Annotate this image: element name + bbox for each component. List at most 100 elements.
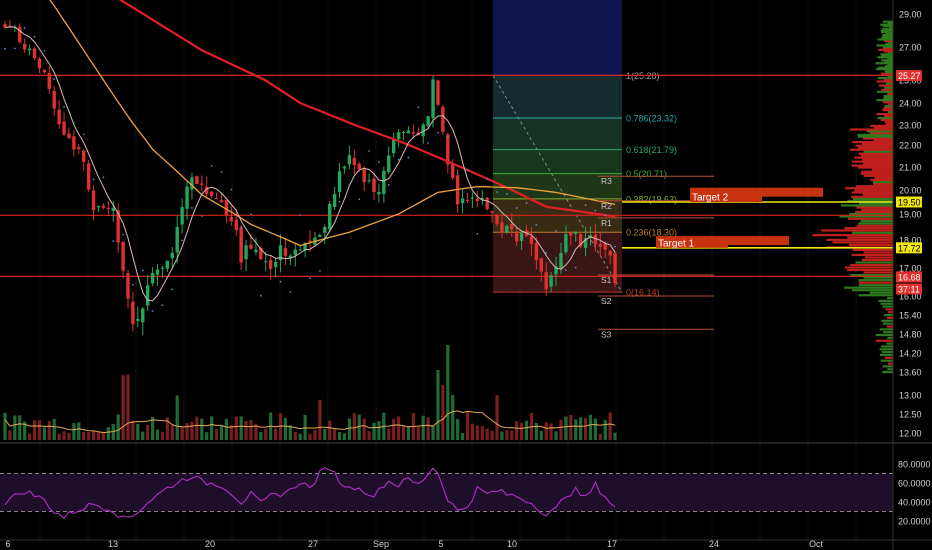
candle-body — [209, 191, 214, 196]
profile-bar — [847, 236, 893, 239]
volume-bar — [495, 395, 499, 440]
profile-bar — [888, 26, 893, 29]
candle-body — [357, 163, 361, 169]
fib-level-label: 0(16.14) — [626, 288, 660, 298]
parabolic-sar-dot — [417, 106, 420, 109]
profile-bar — [875, 333, 893, 337]
target-label-box[interactable] — [656, 237, 728, 248]
candle-body — [205, 186, 209, 195]
parabolic-sar-dot — [318, 270, 321, 272]
volume-bar — [579, 417, 583, 440]
price-tick-label: 15.40 — [899, 311, 922, 321]
candle-body — [136, 318, 140, 321]
candle-body — [47, 73, 51, 90]
candle-body — [249, 244, 253, 249]
volume-bar — [406, 427, 411, 440]
fib-zone-extension — [493, 0, 622, 76]
parabolic-sar-dot — [397, 158, 400, 161]
price-tag-label: 25.27 — [898, 71, 921, 81]
candle-body — [490, 211, 494, 213]
candle-body — [190, 177, 194, 190]
pivot-levels: R3 R2 R1 S1 S2 S3 — [598, 175, 714, 339]
fib-level-label: 0.618(21.79) — [626, 145, 677, 155]
parabolic-sar-dot — [132, 283, 134, 286]
candle-body — [288, 255, 293, 258]
parabolic-sar-dot — [496, 191, 498, 193]
volume-bar — [219, 425, 224, 440]
moving-averages — [4, 0, 616, 312]
candle-body — [485, 197, 489, 210]
volume-bar — [583, 418, 588, 440]
candle-body — [613, 253, 617, 284]
volume-bar — [293, 431, 297, 440]
candle-body — [224, 199, 229, 216]
volume-bar — [224, 418, 228, 440]
profile-bar — [876, 44, 893, 47]
profile-bar — [858, 294, 893, 297]
volume-bar — [520, 422, 524, 440]
profile-bar — [850, 263, 893, 267]
profile-bar — [879, 353, 893, 357]
volume-bar — [475, 425, 479, 440]
candle-body — [598, 244, 603, 247]
profile-bar — [863, 150, 893, 153]
candle-body — [470, 197, 475, 199]
parabolic-sar-dot — [220, 170, 223, 173]
volume-bar — [387, 428, 391, 440]
profile-bar — [861, 142, 893, 145]
volume-bar — [323, 429, 327, 440]
parabolic-sar-dot — [456, 172, 459, 175]
profile-bar — [856, 185, 893, 188]
parabolic-sar-dot — [92, 178, 95, 181]
profile-bar — [885, 71, 893, 74]
volume-bar — [52, 419, 56, 440]
profile-bar — [882, 33, 893, 37]
candle-body — [446, 134, 450, 165]
candle-body — [298, 249, 302, 251]
parabolic-sar-dot — [230, 188, 233, 191]
price-tag-label: 19.50 — [898, 198, 921, 208]
profile-bar — [887, 63, 893, 66]
profile-bar — [886, 325, 893, 328]
candle-body — [401, 132, 406, 134]
sma-long-line — [118, 0, 616, 218]
profile-bar — [876, 99, 893, 102]
profile-bar — [882, 365, 893, 368]
profile-bar — [877, 116, 893, 120]
candle-body — [352, 157, 357, 166]
candle-body — [268, 259, 273, 269]
candle-body — [391, 139, 396, 154]
parabolic-sar-dot — [446, 135, 449, 138]
price-tag-label: 37:11 — [898, 285, 920, 295]
volume-bar — [328, 420, 332, 440]
volume-bar — [165, 417, 169, 440]
targets[interactable]: Target 1 Target 2 — [622, 192, 893, 249]
candle-body — [77, 147, 81, 150]
rsi-band — [0, 473, 893, 512]
profile-bar — [884, 105, 893, 108]
volume-bar — [564, 416, 568, 440]
candle-body — [603, 243, 607, 250]
candle-body — [219, 199, 224, 203]
profile-bar — [881, 319, 893, 322]
volume-profile — [656, 20, 893, 374]
profile-bar — [881, 88, 893, 91]
target-label-box[interactable] — [690, 192, 762, 202]
candle-body — [52, 90, 56, 109]
time-tick-label: 6 — [5, 539, 10, 549]
profile-bar — [826, 238, 893, 241]
volume-bar — [544, 422, 548, 440]
volume-bar — [106, 427, 110, 440]
volume-bar — [460, 433, 465, 440]
profile-bar — [855, 144, 893, 147]
candle-body — [367, 180, 371, 182]
candle-body — [175, 227, 179, 253]
candle-body — [583, 238, 588, 249]
candle-body — [574, 231, 578, 235]
profile-bar — [852, 141, 893, 144]
profile-bar — [876, 68, 893, 71]
volume-bar — [72, 423, 76, 440]
profile-bar — [876, 113, 893, 116]
parabolic-sar-dot — [181, 239, 184, 242]
